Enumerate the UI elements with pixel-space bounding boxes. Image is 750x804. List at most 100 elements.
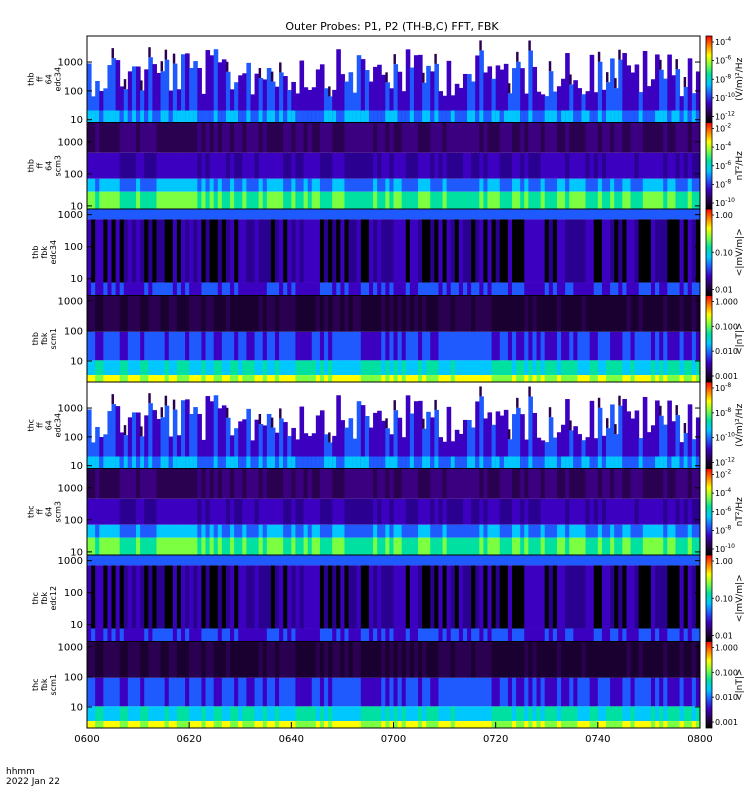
- colorbar-tick-label: 10-12: [715, 457, 735, 468]
- y-tick-label: 1000: [58, 483, 83, 494]
- panel-label: thb ff 64 scm3: [27, 155, 63, 176]
- colorbar-tick-label: 10-4: [715, 141, 731, 152]
- x-tick-label: 0620: [176, 734, 201, 745]
- colorbar-tick-label: 10-8: [715, 73, 731, 84]
- panel-label: thc fbk scm1: [31, 674, 58, 695]
- y-tick-label: 100: [64, 326, 83, 337]
- colorbar-label: <|mV/m|>: [735, 228, 745, 276]
- colorbar-label: <|nT|>: [735, 669, 745, 701]
- y-tick-label: 1000: [58, 642, 83, 653]
- panel-label: thc fbk edc12: [31, 586, 58, 611]
- y-tick-label: 100: [64, 432, 83, 443]
- panel-label-line: scm3: [54, 501, 63, 522]
- spectrogram-panel-8: [87, 641, 700, 728]
- colorbar-tick-label: 0.010: [715, 693, 738, 702]
- panel-label-line: fbk: [40, 246, 49, 259]
- spectrogram-panel-4: [87, 295, 700, 382]
- colorbar-tick-label: 10-8: [715, 178, 731, 189]
- colorbar-label: (V/m)²/Hz: [735, 403, 745, 446]
- panel-label-line: edc34: [49, 240, 58, 265]
- colorbar: [705, 35, 713, 123]
- y-tick-label: 10: [70, 702, 83, 713]
- colorbar-tick-label: 0.010: [715, 347, 738, 356]
- colorbar: [705, 208, 713, 296]
- y-tick-label: 10: [70, 547, 83, 558]
- colorbar-tick-label: 10-8: [715, 407, 731, 418]
- panel-label-line: fbk: [40, 678, 49, 691]
- panel-label-line: edc34: [54, 67, 63, 92]
- panel-7: 10 100 1000 thc fbk edc12 1.00 0.10 0.01 <|mV/m|>: [31, 554, 745, 642]
- colorbar-label: (V/m)²/Hz: [735, 57, 745, 100]
- colorbar-tick-label: 1.000: [715, 298, 738, 307]
- y-tick-label: 1000: [58, 210, 83, 221]
- colorbar: [705, 641, 713, 729]
- y-tick-label: 10: [70, 356, 83, 367]
- colorbar-tick-label: 10-6: [715, 55, 731, 66]
- panel-label-line: 64: [45, 507, 54, 517]
- y-tick-label: 1000: [58, 296, 83, 307]
- colorbar-tick-label: 10-6: [715, 506, 731, 517]
- colorbar: [705, 295, 713, 383]
- colorbar-tick-label: 1.000: [715, 644, 738, 653]
- panel-label: thc ff 64 edc34: [27, 413, 63, 438]
- panel-label: thb fbk scm1: [31, 328, 58, 349]
- panel-2: 10 100 1000 thb ff 64 scm3 10-2 10-4 10-6 10-8 10-1…: [27, 122, 745, 212]
- colorbar-tick-label: 0.100: [715, 322, 738, 331]
- chart-title: Outer Probes: P1, P2 (TH-B,C) FFT, FBK: [285, 20, 499, 33]
- y-tick-label: 100: [64, 242, 83, 253]
- colorbar-tick-label: 10-10: [715, 197, 735, 208]
- colorbar: [705, 122, 713, 210]
- y-tick-label: 10: [70, 620, 83, 631]
- panel-3: 10 100 1000 thb fbk edc34 1.00 0.10 0.01 <|mV/m|>: [31, 208, 745, 296]
- x-tick-label: 0720: [483, 734, 508, 745]
- colorbar-tick-label: 0.100: [715, 668, 738, 677]
- panel-label-line: scm3: [54, 155, 63, 176]
- panel-label-line: thb: [27, 159, 36, 172]
- y-tick-label: 100: [64, 515, 83, 526]
- panel-label-line: 64: [45, 74, 54, 84]
- y-tick-label: 100: [64, 86, 83, 97]
- spectrogram-panel-5: [87, 382, 700, 469]
- panel-label-line: thc: [31, 678, 40, 691]
- panel-6: 10 100 1000 thc ff 64 scm3 10-2 10-4 10-6 10-8 10-1…: [27, 468, 745, 558]
- colorbar-tick-label: 10-8: [715, 524, 731, 535]
- panel-label-line: 64: [45, 420, 54, 430]
- panel-label-line: fbk: [40, 332, 49, 345]
- y-tick-label: 10: [70, 115, 83, 126]
- colorbar-tick-label: 10-6: [715, 160, 731, 171]
- panel-label-line: thb: [27, 73, 36, 86]
- panel-label: thb fbk edc34: [31, 240, 58, 265]
- panel-label-line: thb: [31, 246, 40, 259]
- panel-label-line: thc: [27, 505, 36, 518]
- x-tick-label: 0640: [279, 734, 304, 745]
- y-tick-label: 100: [64, 588, 83, 599]
- colorbar-tick-label: 10-10: [715, 543, 735, 554]
- panel-label-line: 64: [45, 161, 54, 171]
- colorbar: [705, 468, 713, 556]
- colorbar-tick-label: 0.01: [715, 632, 733, 641]
- spectrogram-panel-6: [87, 468, 700, 555]
- colorbar-tick-label: 0.01: [715, 286, 733, 295]
- colorbar-tick-label: 10-12: [715, 111, 735, 122]
- y-tick-label: 100: [64, 672, 83, 683]
- colorbar-tick-label: 10-2: [715, 123, 731, 134]
- panel-label: thc ff 64 scm3: [27, 501, 63, 522]
- colorbar-tick-label: 1.00: [715, 557, 733, 566]
- y-tick-label: 10: [70, 274, 83, 285]
- panel-label-line: thb: [31, 332, 40, 345]
- footer-time-unit: hhmm: [6, 767, 35, 777]
- colorbar-tick-label: 10-10: [715, 432, 735, 443]
- spectrogram-panel-1: [87, 36, 700, 123]
- spectrogram-panel-3: [87, 209, 700, 296]
- colorbar-tick-label: 0.001: [715, 372, 738, 381]
- panel-label-line: ff: [36, 163, 45, 169]
- y-tick-label: 1000: [58, 58, 83, 69]
- panel-label-line: ff: [36, 509, 45, 515]
- panel-label-line: thc: [27, 419, 36, 432]
- x-tick-label: 0600: [74, 734, 99, 745]
- panel-label-line: fbk: [40, 592, 49, 605]
